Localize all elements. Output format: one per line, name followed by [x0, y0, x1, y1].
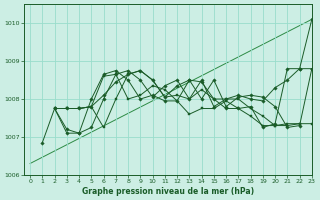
X-axis label: Graphe pression niveau de la mer (hPa): Graphe pression niveau de la mer (hPa): [82, 187, 254, 196]
